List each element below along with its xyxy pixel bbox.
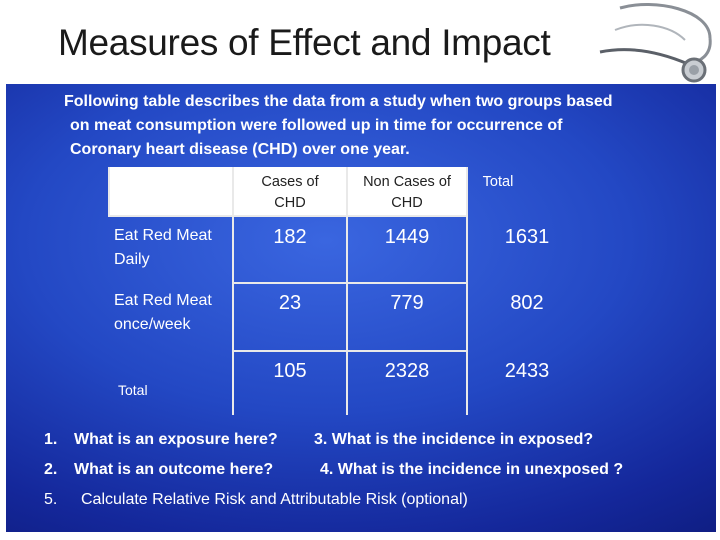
table-cell: 779 <box>390 292 424 314</box>
row-label: Eat Red Meat once/week <box>114 292 212 333</box>
table-cell: 1449 <box>384 226 430 248</box>
question-number: 1. <box>44 431 58 448</box>
table-cell: 1631 <box>504 226 550 248</box>
table-cell: 2433 <box>504 360 550 382</box>
question-item: 3. What is the incidence in exposed? <box>314 431 594 448</box>
table-corner-cell <box>108 167 232 217</box>
table-divider <box>232 350 468 352</box>
table-header-cell <box>348 167 466 217</box>
question-number: 2. <box>44 461 58 478</box>
intro-paragraph: Following table describes the data from … <box>64 90 694 162</box>
intro-line: Coronary heart disease (CHD) over one ye… <box>70 141 410 158</box>
table-divider <box>108 215 468 217</box>
table-divider <box>232 167 234 415</box>
content-panel <box>6 84 716 532</box>
table-divider <box>232 282 468 284</box>
question-item: What is an outcome here? <box>74 461 274 478</box>
question-item: Calculate Relative Risk and Attributable… <box>81 491 468 508</box>
table-cell: 2328 <box>384 360 430 382</box>
table-divider <box>108 167 110 217</box>
intro-line: Following table describes the data from … <box>64 93 613 110</box>
header-total: Total <box>482 174 514 190</box>
table-divider <box>466 167 468 415</box>
slide-title: Measures of Effect and Impact <box>58 22 551 63</box>
row-label: Eat Red Meat Daily <box>114 227 212 268</box>
header-cases: Cases of CHD <box>261 174 319 211</box>
table-cell: 23 <box>278 292 302 314</box>
row-label: Total <box>118 382 148 398</box>
question-item: What is an exposure here? <box>74 431 278 448</box>
table-cell: 802 <box>510 292 544 314</box>
question-number: 5. <box>44 491 58 508</box>
header-non-cases: Non Cases of CHD <box>363 174 451 211</box>
question-item: 4. What is the incidence in unexposed ? <box>320 461 624 478</box>
table-cell: 105 <box>273 360 307 382</box>
intro-line: on meat consumption were followed up in … <box>70 117 563 134</box>
table-header-cell <box>234 167 346 217</box>
stethoscope-icon <box>599 3 712 83</box>
table-cell: 182 <box>273 226 307 248</box>
table-divider <box>346 167 348 415</box>
